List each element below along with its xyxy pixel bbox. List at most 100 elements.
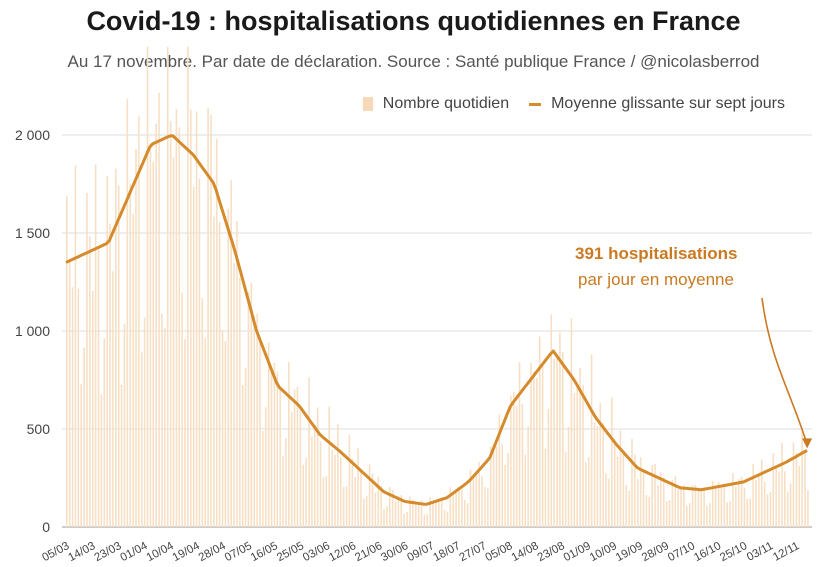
daily-bar (161, 313, 163, 527)
daily-bar (611, 397, 613, 527)
y-tick-label: 1 000 (15, 323, 50, 339)
daily-bar (276, 371, 279, 527)
daily-bar (91, 290, 94, 527)
daily-bar (700, 490, 703, 527)
daily-bar (752, 463, 754, 527)
daily-bar (697, 487, 700, 527)
daily-bar (671, 479, 674, 527)
daily-bar (135, 148, 137, 527)
daily-bar (115, 168, 117, 527)
x-tick-label: 05/03 (40, 540, 71, 564)
daily-bar (417, 503, 420, 527)
daily-bar (801, 430, 803, 527)
x-tick-label: 14/08 (510, 540, 541, 564)
daily-bar (570, 318, 573, 527)
daily-bar (190, 109, 192, 527)
daily-bar (775, 467, 777, 527)
daily-bar (311, 436, 313, 527)
daily-bar (259, 339, 261, 527)
daily-bar (285, 438, 287, 527)
x-tick-label: 19/09 (614, 540, 645, 564)
daily-bar (677, 489, 679, 527)
daily-bar (717, 482, 720, 527)
daily-bar (253, 316, 256, 527)
daily-bar (662, 477, 665, 527)
daily-bar (299, 410, 302, 527)
daily-bar (582, 384, 584, 527)
daily-bar (807, 490, 809, 527)
daily-bar (201, 297, 204, 527)
daily-bar (172, 157, 175, 527)
x-tick-label: 14/03 (66, 540, 97, 564)
daily-bar (706, 505, 708, 527)
daily-bar (192, 186, 195, 527)
daily-bar (288, 362, 290, 527)
daily-bar (743, 487, 746, 527)
daily-bar (435, 500, 437, 527)
x-tick-label: 07/05 (223, 540, 254, 564)
daily-bar (498, 413, 501, 527)
daily-bar (409, 496, 411, 527)
daily-bar (469, 469, 472, 527)
daily-bar (544, 448, 547, 527)
daily-bar (576, 385, 579, 527)
daily-bar (325, 476, 328, 527)
daily-bar (559, 332, 561, 527)
daily-bar (239, 278, 241, 527)
daily-bar (455, 489, 457, 527)
daily-bar (363, 498, 365, 527)
daily-bar (515, 405, 518, 527)
daily-bar (495, 446, 498, 527)
daily-bar (360, 470, 362, 527)
x-tick-label: 28/09 (640, 540, 671, 564)
daily-bar (729, 501, 731, 527)
daily-bar (660, 472, 662, 527)
x-tick-label: 10/09 (588, 540, 619, 564)
daily-bar (625, 484, 628, 527)
x-tick-label: 23/03 (93, 540, 124, 564)
daily-bar (256, 313, 258, 527)
daily-bar (339, 457, 342, 527)
daily-bar (68, 258, 71, 527)
daily-bar (735, 486, 737, 527)
daily-bar (556, 356, 558, 527)
daily-bar (686, 505, 688, 527)
daily-bar (412, 499, 414, 527)
x-tick-label: 28/04 (197, 540, 229, 564)
daily-bar (262, 430, 264, 527)
daily-bar (778, 471, 780, 527)
daily-bar (639, 457, 642, 527)
daily-bar (524, 454, 527, 527)
daily-bar (391, 490, 394, 527)
daily-bar (714, 487, 717, 527)
daily-bar (550, 314, 553, 527)
daily-bar (504, 464, 506, 527)
daily-bar (132, 213, 134, 527)
daily-bar (510, 395, 512, 527)
daily-bar (109, 223, 111, 527)
daily-bar (400, 495, 403, 527)
daily-bar (187, 46, 189, 528)
daily-bar (397, 495, 400, 527)
legend-label-average: Moyenne glissante sur sept jours (551, 95, 785, 112)
daily-bar (273, 362, 276, 527)
daily-bar (247, 291, 250, 527)
legend-bar-swatch (362, 97, 373, 111)
daily-bar (487, 488, 489, 527)
daily-bar (446, 511, 449, 527)
daily-bar (126, 98, 129, 527)
daily-bar (680, 486, 682, 527)
daily-bar (489, 446, 492, 527)
daily-bar (83, 347, 85, 527)
x-tick-label: 03/06 (301, 540, 332, 564)
daily-bar (380, 485, 382, 527)
daily-bar (645, 495, 648, 527)
daily-bar (198, 178, 201, 528)
annotation-value: 391 hospitalisations (575, 244, 738, 263)
daily-bar (77, 288, 80, 527)
daily-bar (634, 454, 636, 527)
daily-bar (432, 500, 434, 527)
daily-bar (786, 492, 789, 527)
daily-bar (293, 389, 296, 527)
daily-bar (426, 514, 429, 527)
